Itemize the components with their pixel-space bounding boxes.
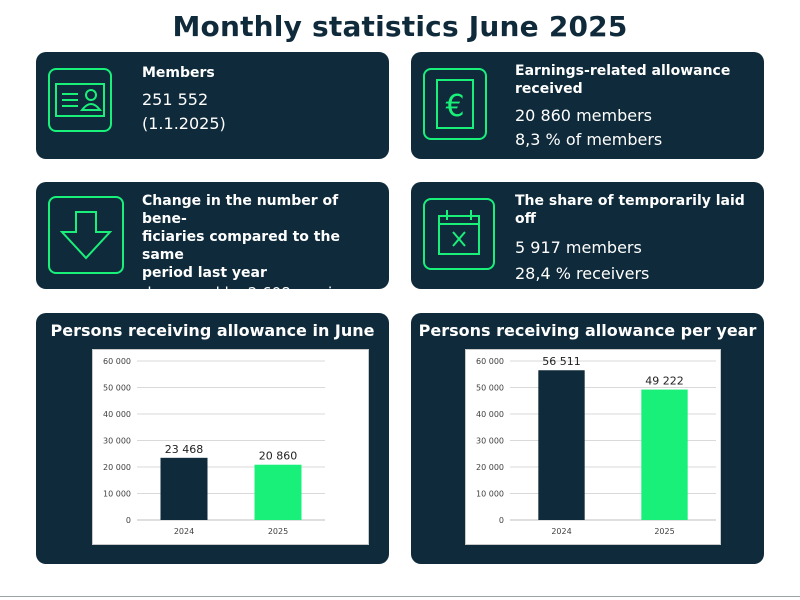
june-chart-plot: 0 10 000 20 000 30 000 40 000 50 000 60 000 23 … bbox=[92, 349, 369, 545]
yearly-chart-xtick-label: 2024 bbox=[551, 527, 571, 536]
change-heading-line-1: Change in the number of bene- bbox=[142, 193, 339, 227]
june-chart-ytick-label: 30 000 bbox=[103, 437, 131, 446]
id-card-icon bbox=[48, 68, 112, 132]
yearly-chart-ytick-label: 60 000 bbox=[476, 357, 504, 366]
june-chart-data-label: 23 468 bbox=[165, 443, 204, 456]
laid-off-members: 5 917 members bbox=[515, 238, 642, 257]
june-chart-ytick-label: 60 000 bbox=[103, 357, 131, 366]
change-value: decreased by 2 608 receiver bbox=[142, 284, 357, 302]
change-heading-line-2: ficiaries compared to the same bbox=[142, 229, 340, 263]
yearly-chart-ytick-label: 0 bbox=[499, 516, 504, 525]
yearly-chart-panel: Persons receiving allowance per year 0 10… bbox=[411, 313, 764, 564]
page-title: Monthly statistics June 2025 bbox=[172, 10, 628, 43]
june-chart-bar-2024 bbox=[160, 457, 208, 520]
yearly-chart-data-label: 56 511 bbox=[542, 355, 581, 368]
june-chart-ytick-label: 10 000 bbox=[103, 490, 131, 499]
june-chart-panel: Persons receiving allowance in June 0 10 … bbox=[36, 313, 389, 564]
change-card: Change in the number of bene- ficiaries … bbox=[36, 182, 389, 317]
laid-off-card: The share of temporarily laid off 5 917 … bbox=[411, 182, 764, 289]
arrow-down-icon bbox=[48, 196, 124, 274]
june-chart-ytick-label: 20 000 bbox=[103, 463, 131, 472]
june-chart-bar-2025 bbox=[254, 464, 302, 520]
june-chart-svg: 0 10 000 20 000 30 000 40 000 50 000 60 000 23 … bbox=[103, 357, 325, 536]
yearly-chart-ytick-label: 30 000 bbox=[476, 437, 504, 446]
yearly-chart-data-label: 49 222 bbox=[645, 375, 684, 388]
members-value: 251 552 bbox=[142, 90, 209, 109]
earnings-heading: Earnings-related allowance received bbox=[515, 63, 731, 97]
calendar-x-icon bbox=[423, 198, 495, 270]
yearly-chart-plot: 0 10 000 20 000 30 000 40 000 50 000 60 000 56 … bbox=[465, 349, 721, 545]
yearly-chart-bar-2024 bbox=[538, 370, 585, 520]
earnings-share: 8,3 % of members bbox=[515, 130, 663, 149]
yearly-chart-svg: 0 10 000 20 000 30 000 40 000 50 000 60 000 56 … bbox=[476, 355, 716, 536]
laid-off-heading: The share of temporarily laid off bbox=[515, 193, 745, 227]
members-card: Members 251 552 (1.1.2025) bbox=[36, 52, 389, 159]
members-date: (1.1.2025) bbox=[142, 114, 226, 133]
change-heading-line-3: period last year bbox=[142, 265, 267, 281]
june-chart-ytick-label: 40 000 bbox=[103, 410, 131, 419]
yearly-chart-ytick-label: 20 000 bbox=[476, 463, 504, 472]
yearly-chart-ytick-label: 10 000 bbox=[476, 490, 504, 499]
yearly-chart-ytick-label: 50 000 bbox=[476, 384, 504, 393]
yearly-chart-xtick-label: 2025 bbox=[654, 527, 674, 536]
june-chart-data-label: 20 860 bbox=[259, 450, 298, 463]
june-chart-ytick-label: 50 000 bbox=[103, 384, 131, 393]
june-chart-xtick-label: 2025 bbox=[268, 527, 288, 536]
june-chart-xtick-label: 2024 bbox=[174, 527, 194, 536]
yearly-chart-bar-2025 bbox=[641, 389, 688, 520]
june-chart-title: Persons receiving allowance in June bbox=[50, 321, 375, 340]
euro-icon: € bbox=[423, 68, 487, 140]
bottom-divider bbox=[0, 596, 800, 597]
yearly-chart-title: Persons receiving allowance per year bbox=[418, 321, 757, 340]
svg-text:€: € bbox=[445, 89, 464, 124]
june-chart-ytick-label: 0 bbox=[126, 516, 131, 525]
yearly-chart-ytick-label: 40 000 bbox=[476, 410, 504, 419]
members-heading: Members bbox=[142, 65, 215, 81]
earnings-card: € Earnings-related allowance received 20… bbox=[411, 52, 764, 159]
laid-off-share: 28,4 % receivers bbox=[515, 264, 650, 283]
earnings-members: 20 860 members bbox=[515, 106, 652, 125]
